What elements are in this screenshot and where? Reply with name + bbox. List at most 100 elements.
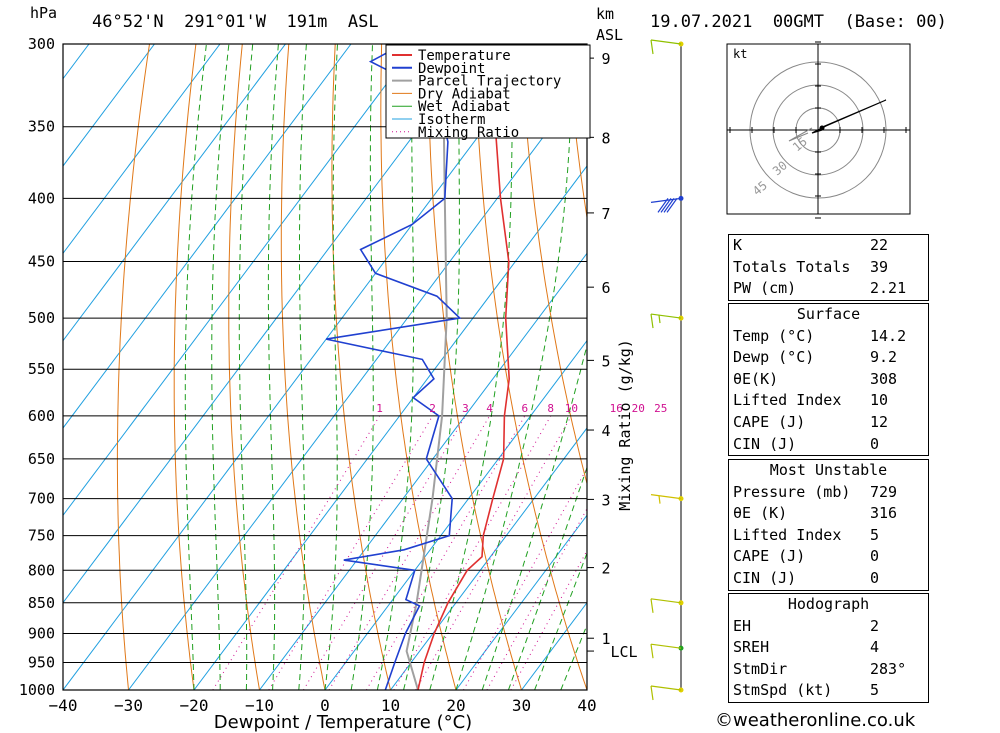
wind-barb: [650, 197, 682, 203]
wind-barb: [658, 495, 661, 504]
wet-adiabat-line: [238, 44, 254, 690]
isotherm-line: [63, 44, 483, 604]
pressure-tick-label: 750: [28, 527, 55, 545]
isotherm-line: [259, 252, 587, 690]
wet-adiabat-line: [324, 44, 338, 690]
wind-barb: [658, 315, 661, 324]
hodograph-title: Hodograph: [787, 595, 870, 613]
wind-barb: [666, 198, 678, 213]
hodograph-unit: kt: [733, 47, 747, 61]
wind-barb: [660, 198, 672, 213]
isotherm-line: [63, 44, 286, 342]
mu-row: Lifted Index 5: [733, 525, 880, 544]
index-row-pw: PW (cm) 2.21: [729, 278, 928, 300]
wind-barb: [650, 644, 654, 659]
mixing-ratio-label: 16: [610, 402, 623, 415]
mixing-ratio-line: [212, 415, 380, 690]
mu-row: CIN (J) 0: [733, 568, 880, 587]
legend-label: Dry Adiabat: [418, 86, 511, 102]
x-tick-label: 20: [446, 696, 465, 715]
mixing-ratio-label: 4: [486, 402, 493, 415]
surface-row: Temp (°C) 14.2: [733, 326, 907, 345]
isotherm-line: [63, 44, 548, 690]
legend-label: Isotherm: [418, 112, 485, 128]
wind-barb: [650, 685, 654, 701]
wet-adiabat-line: [429, 44, 513, 690]
hodograph-storm-trace: [788, 127, 813, 142]
legend-label: Temperature: [418, 48, 511, 64]
pressure-unit: hPa: [30, 4, 58, 22]
surface-row: CAPE (J) 12: [733, 412, 889, 431]
surface-row: CIN (J) 0: [733, 434, 880, 453]
dry-adiabat-line: [474, 44, 587, 690]
x-tick-label: −10: [245, 696, 274, 715]
index-label: Totals Totals: [733, 257, 851, 276]
mixing-ratio-label: 8: [547, 402, 554, 415]
general-indices-table: K 22 Totals Totals 39 PW (cm) 2.21: [728, 234, 929, 301]
index-value: 22: [870, 236, 889, 254]
hodo-row: StmDir 283°: [733, 659, 907, 678]
parcel-trajectory-line: [405, 44, 448, 690]
legend-label: Dewpoint: [418, 61, 485, 77]
index-row-totals: Totals Totals 39: [729, 257, 928, 279]
datetime-title: 19.07.2021 00GMT (Base: 00): [650, 12, 947, 32]
hodograph-table: Hodograph EH 2 SREH 4 StmDir 283° StmSpd (k…: [728, 593, 929, 703]
series-layer: [326, 44, 511, 690]
surface-row: Lifted Index 10: [733, 391, 889, 410]
legend-label: Parcel Trajectory: [418, 74, 561, 90]
surface-row: θE(K) 308: [733, 369, 898, 388]
isotherm-line: [0, 44, 24, 690]
copyright-footer[interactable]: ©weatheronline.co.uk: [715, 710, 916, 731]
wind-barb: [650, 313, 682, 319]
pressure-tick-label: 700: [28, 490, 55, 508]
wet-adiabat-line: [211, 44, 230, 690]
x-tick-label: −20: [180, 696, 209, 715]
wind-barb: [663, 198, 675, 213]
legend-box: [385, 44, 591, 139]
pressure-tick-label: 900: [28, 624, 55, 642]
km-label: km: [596, 5, 615, 23]
pressure-tick-label: 300: [28, 35, 55, 53]
wet-adiabat-line: [267, 44, 279, 690]
mixing-ratio-label: 2: [429, 402, 436, 415]
pressure-tick-label: 1000: [19, 681, 55, 699]
wind-barb: [650, 314, 654, 329]
pressure-tick-label: 400: [28, 189, 55, 207]
mixing-ratio-label: 10: [565, 402, 578, 415]
wind-barb: [650, 685, 682, 691]
wind-barb: [650, 643, 682, 649]
wind-barb: [650, 494, 682, 500]
km-tick-label: 6: [601, 279, 610, 297]
mixing-ratio-label: 25: [654, 402, 667, 415]
x-tick-label: 0: [320, 696, 330, 715]
wet-adiabat-line: [534, 551, 587, 690]
hodograph-storm-marker: [819, 125, 825, 131]
isotherm-line: [128, 77, 587, 690]
pressure-tick-label: 350: [28, 118, 55, 136]
most-unstable-title: Most Unstable: [769, 461, 888, 479]
pressure-tick-label: 600: [28, 407, 55, 425]
isotherm-line: [63, 44, 352, 429]
dry-adiabat-line: [116, 44, 150, 690]
pressure-tick-label: 500: [28, 309, 55, 327]
km-tick-label: 9: [601, 50, 610, 68]
wind-profile: [650, 39, 684, 701]
hodograph-trace: [811, 99, 887, 134]
mixing-ratio-label: 20: [632, 402, 645, 415]
plot-frame: [62, 43, 588, 691]
index-row-k: K 22: [729, 235, 928, 257]
dry-adiabat-line: [566, 44, 587, 221]
wind-barb: [650, 39, 654, 55]
mu-row: Pressure (mb) 729: [733, 482, 898, 501]
pressure-tick-label: 800: [28, 561, 55, 579]
lcl-label: LCL: [610, 643, 637, 661]
pressure-tick-label: 550: [28, 360, 55, 378]
surface-table: Surface Temp (°C) 14.2 Dewp (°C) 9.2 θE(K)…: [728, 303, 929, 457]
index-value: 39: [870, 257, 889, 276]
wet-adiabat-line: [507, 465, 587, 690]
legend-label: Mixing Ratio: [418, 125, 519, 141]
x-tick-label: 40: [577, 696, 596, 715]
surface-row: Dewp (°C) 9.2: [733, 348, 898, 367]
mu-row: CAPE (J) 0: [733, 547, 880, 566]
